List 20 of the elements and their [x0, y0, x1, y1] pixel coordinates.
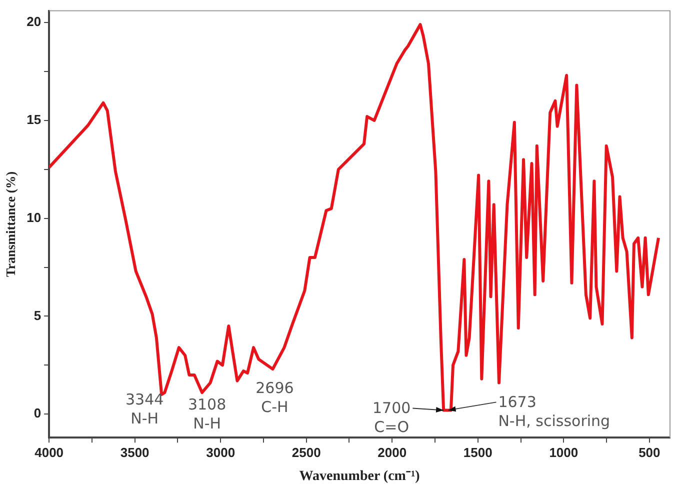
x-tick-label: 500 — [638, 444, 660, 460]
x-tick-label: 4000 — [34, 444, 64, 460]
annotation: 1700 C=O — [372, 399, 411, 436]
x-axis-title: Wavenumber (cm⁻¹) — [299, 469, 420, 484]
y-tick-label: 10 — [26, 210, 42, 225]
x-tick-label: 3000 — [206, 444, 236, 460]
annotation: 1673 N-H, scissoring — [498, 393, 610, 430]
y-tick-label: 20 — [26, 14, 42, 30]
y-axis-title: Transmittance (%) — [3, 171, 18, 277]
y-tick-label: 5 — [34, 308, 42, 323]
annotation: 3344 N-H — [125, 390, 164, 428]
x-tick-label: 1500 — [463, 444, 492, 460]
x-tick-label: 3500 — [120, 444, 150, 460]
x-tick-label: 2500 — [292, 444, 321, 460]
y-tick-label: 15 — [26, 112, 42, 128]
x-tick-label: 2000 — [378, 444, 407, 460]
x-tick-label: 1000 — [549, 444, 578, 460]
annotation: 3108 N-H — [188, 396, 226, 433]
y-tick-label: 0 — [34, 406, 42, 421]
annotation: 2696 C-H — [256, 379, 294, 416]
